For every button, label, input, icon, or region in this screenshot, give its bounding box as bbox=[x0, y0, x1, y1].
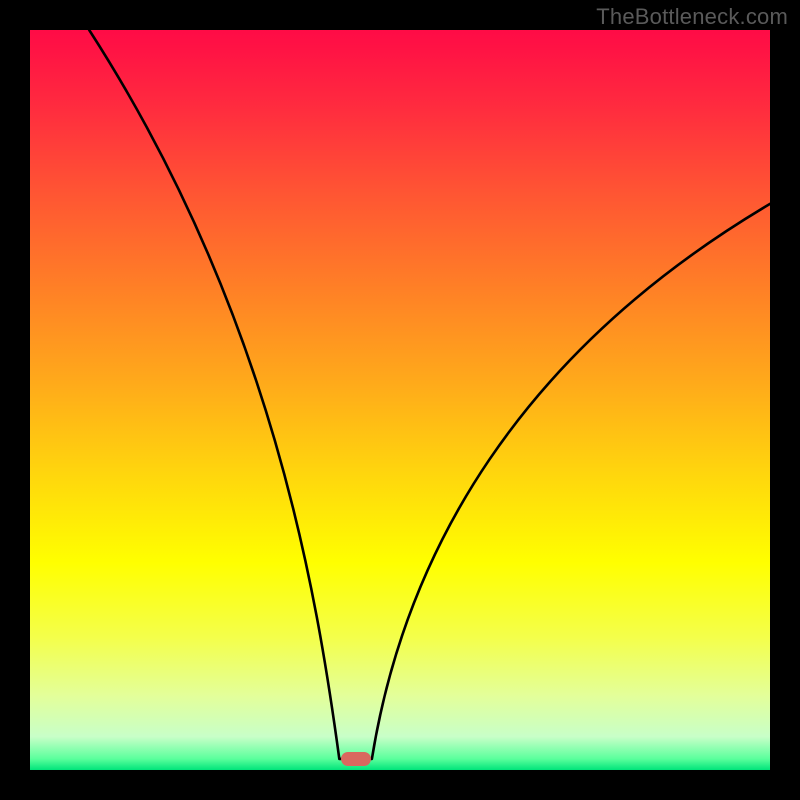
optimal-point-marker bbox=[341, 752, 371, 766]
chart-plot-area bbox=[30, 30, 770, 770]
chart-curve-layer bbox=[30, 30, 770, 770]
watermark-text: TheBottleneck.com bbox=[596, 4, 788, 30]
bottleneck-curve bbox=[89, 30, 770, 759]
